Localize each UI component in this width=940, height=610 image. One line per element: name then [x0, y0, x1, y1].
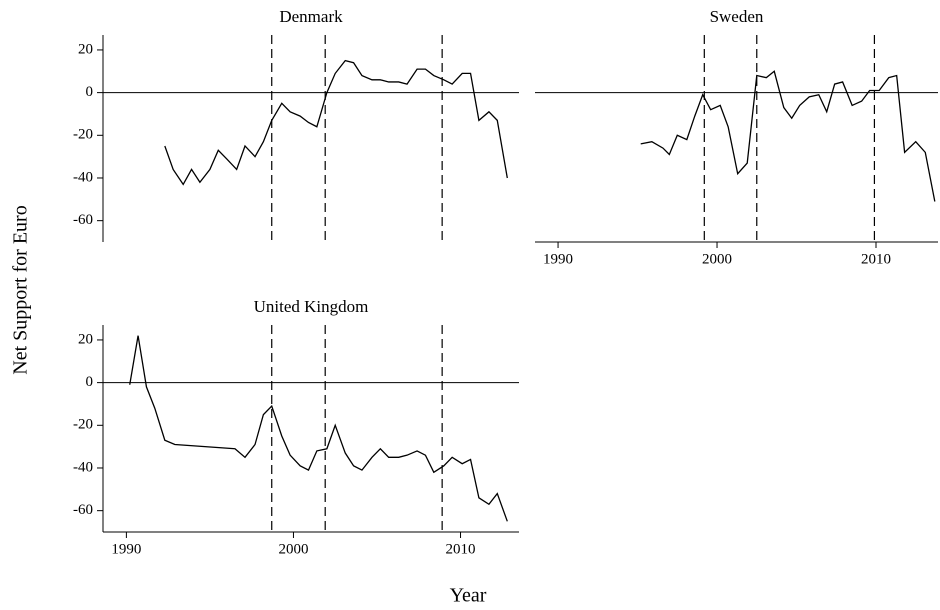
y-tick-label: 0	[86, 84, 94, 100]
data-line	[640, 70, 936, 202]
y-tick-label: -60	[73, 212, 93, 228]
x-tick-label: 2000	[278, 541, 308, 557]
y-tick-label: 20	[78, 331, 93, 347]
x-tick-label: 2000	[702, 251, 732, 267]
panel-title: Denmark	[279, 7, 343, 26]
panel-title: Sweden	[710, 7, 764, 26]
data-line	[129, 335, 508, 522]
panel-title: United Kingdom	[254, 297, 369, 316]
y-tick-label: -20	[73, 127, 93, 143]
y-tick-label: -40	[73, 169, 93, 185]
x-axis-label: Year	[450, 585, 487, 607]
x-tick-label: 2010	[446, 541, 476, 557]
y-tick-label: 20	[78, 41, 93, 57]
y-tick-label: 0	[86, 374, 94, 390]
y-tick-label: -40	[73, 459, 93, 475]
y-tick-label: -60	[73, 502, 93, 518]
y-axis-label: Net Support for Euro	[10, 205, 32, 374]
x-tick-label: 1990	[543, 251, 573, 267]
data-line	[164, 59, 508, 186]
y-tick-label: -20	[73, 417, 93, 433]
x-tick-label: 1990	[111, 541, 141, 557]
x-tick-label: 2010	[861, 251, 891, 267]
